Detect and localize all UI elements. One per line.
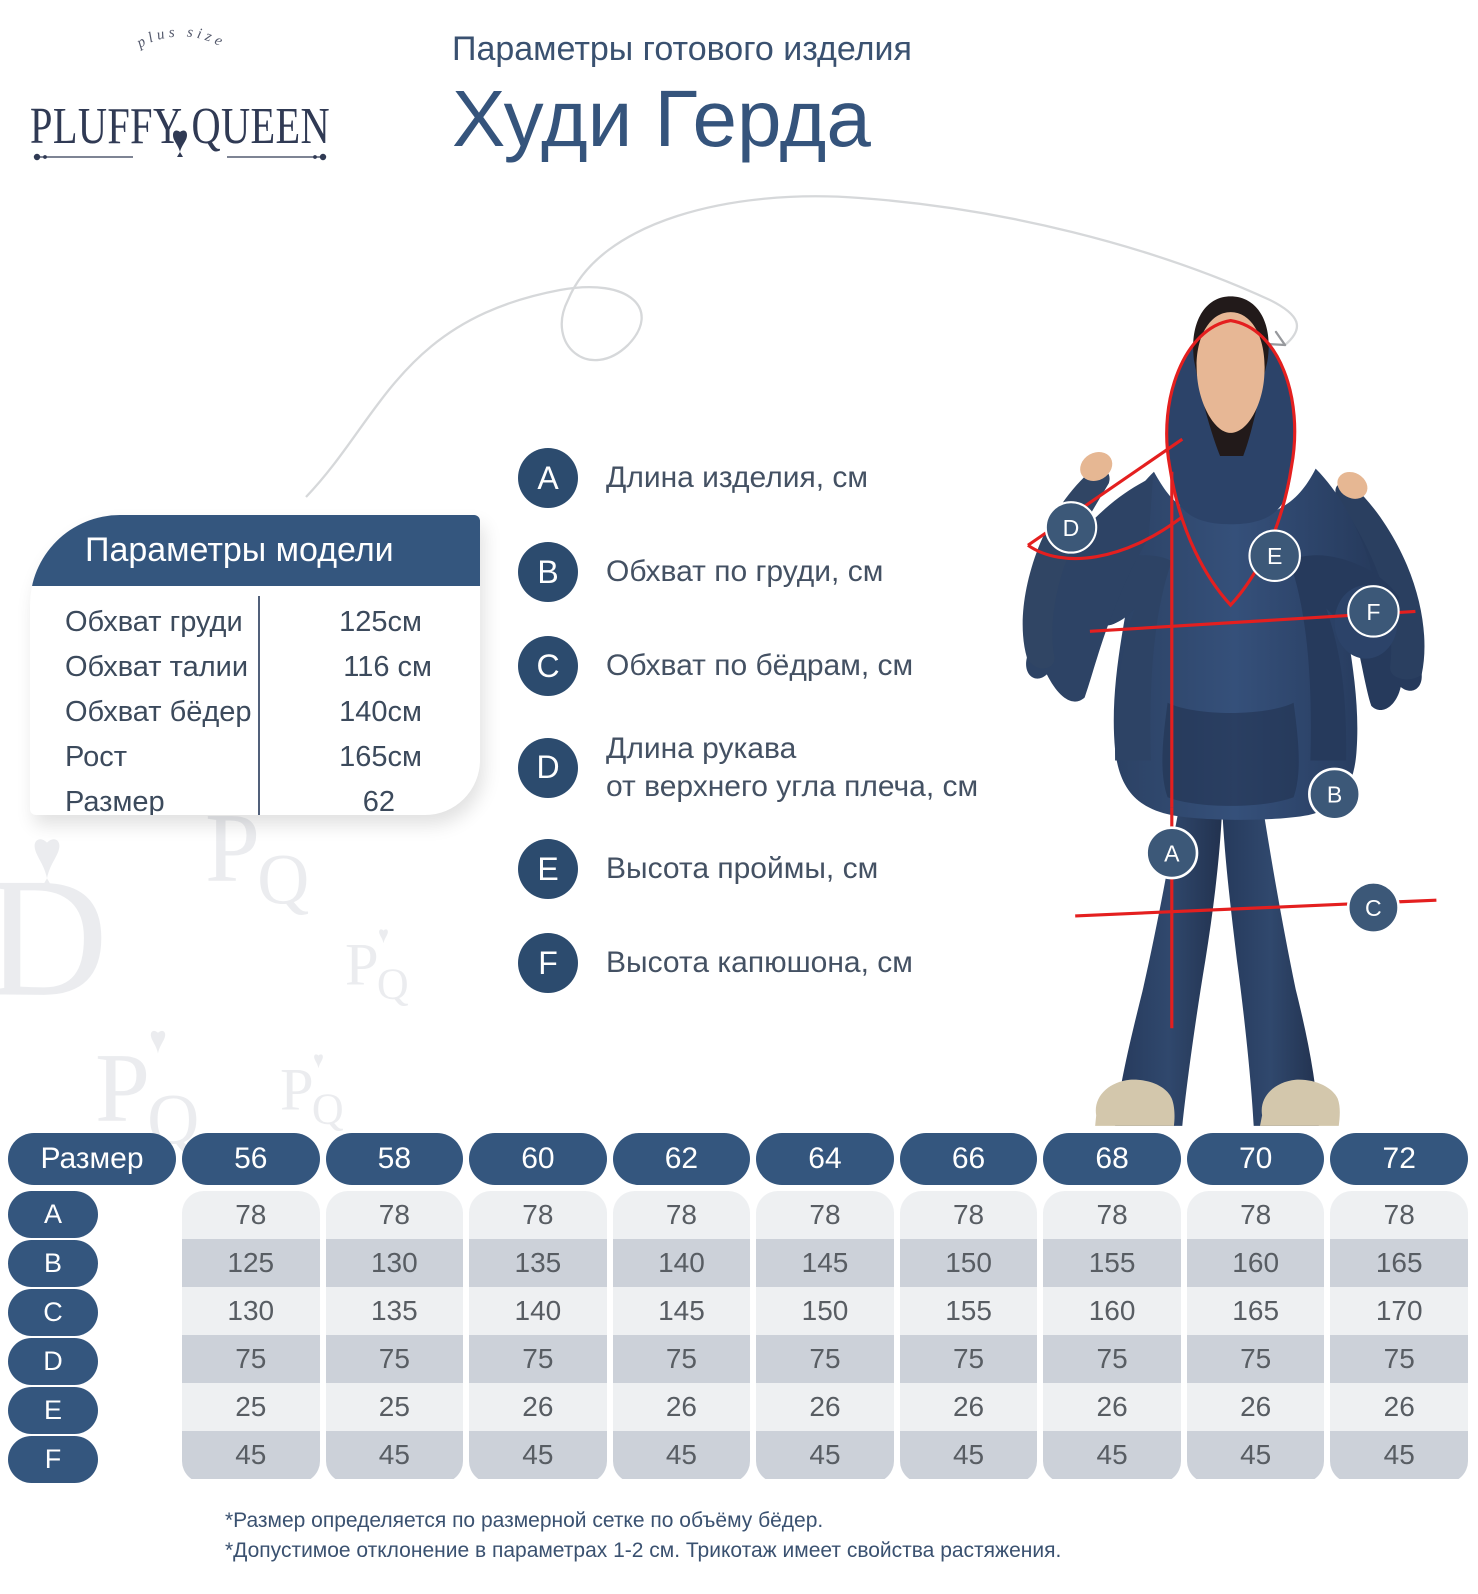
svg-text:C: C	[1365, 895, 1382, 921]
svg-text:A: A	[1164, 840, 1180, 866]
svg-text:E: E	[1267, 543, 1282, 569]
svg-text:B: B	[1327, 782, 1342, 808]
svg-text:D: D	[1063, 515, 1080, 541]
svg-text:F: F	[1366, 599, 1380, 625]
